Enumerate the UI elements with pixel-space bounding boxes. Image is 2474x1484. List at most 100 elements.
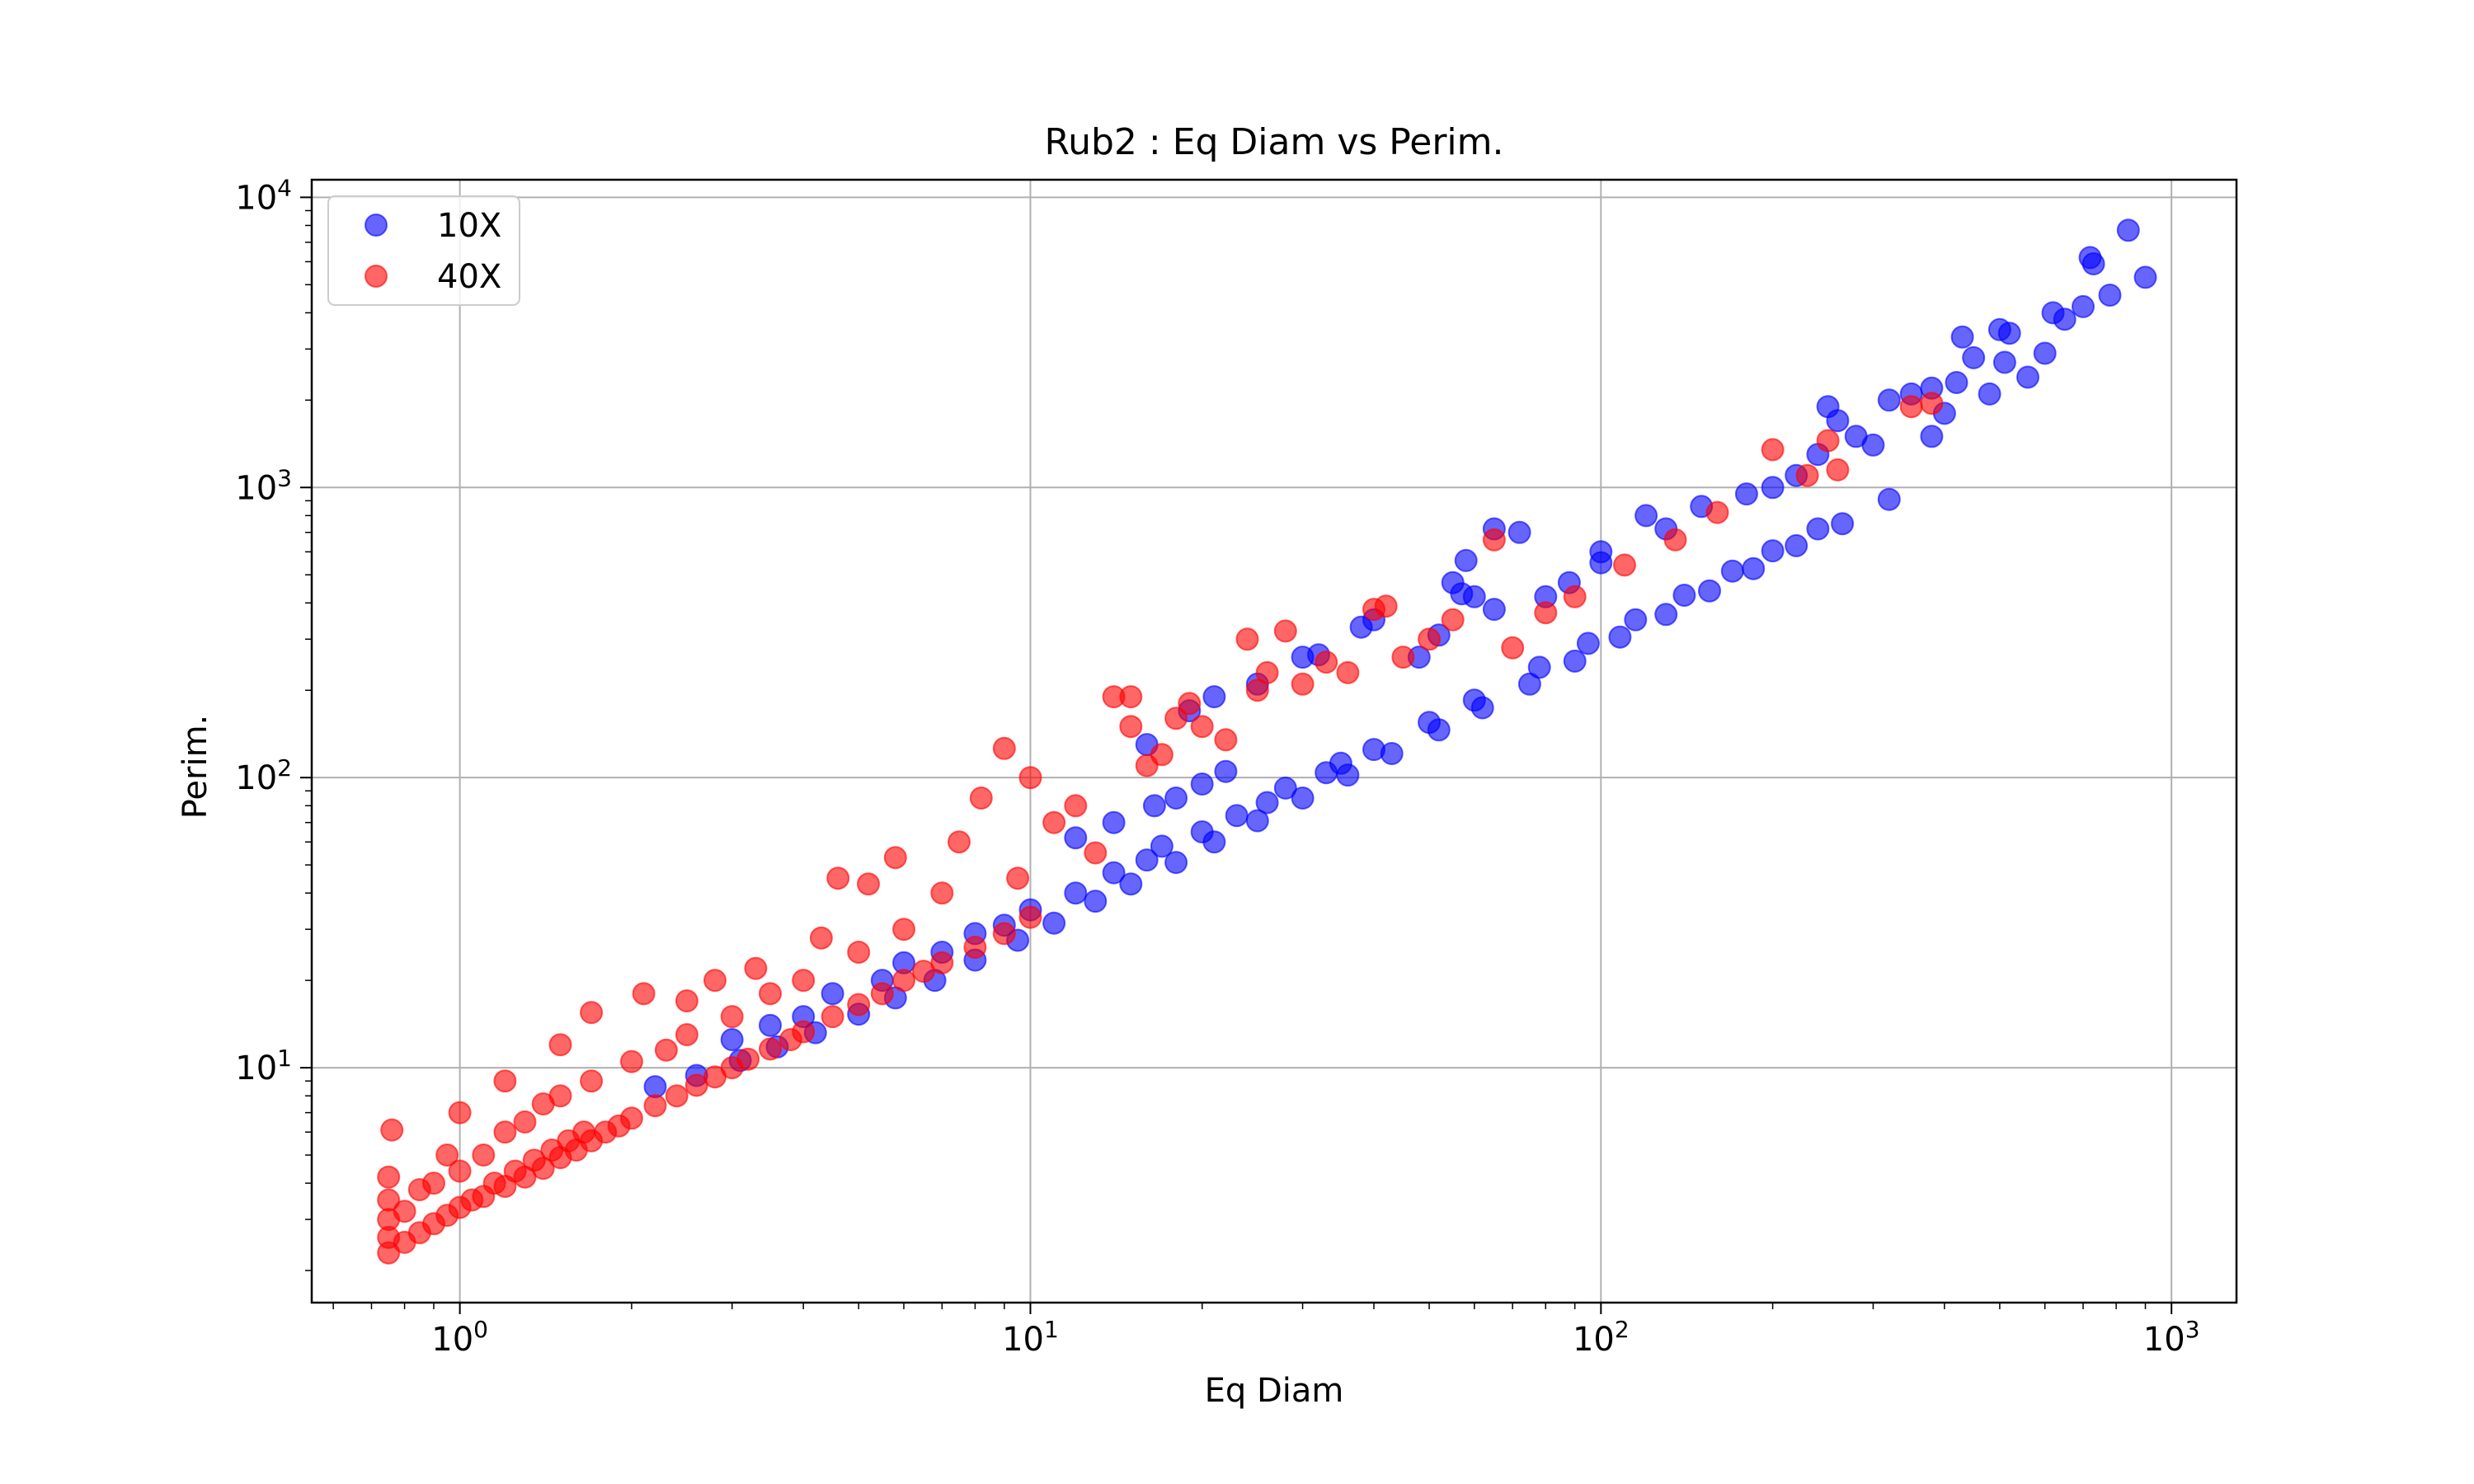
data-point-40x <box>883 846 907 870</box>
data-point-10x <box>1761 476 1785 500</box>
data-point-10x <box>2033 341 2057 365</box>
data-point-10x <box>1150 834 1174 858</box>
data-point-10x <box>2098 284 2122 307</box>
data-point-40x <box>1273 619 1297 643</box>
data-point-10x <box>1462 688 1486 712</box>
data-point-10x <box>2133 265 2157 289</box>
data-point-10x <box>1634 504 1658 528</box>
data-point-10x <box>1698 579 1721 603</box>
data-point-10x <box>1214 759 1238 783</box>
data-point-10x <box>1761 539 1785 563</box>
data-point-10x <box>1202 685 1226 709</box>
data-point-10x <box>1950 325 1974 349</box>
data-point-40x <box>826 866 850 890</box>
x-tick-label: 100 <box>431 1316 488 1359</box>
data-point-10x <box>1589 540 1613 564</box>
data-point-10x <box>1720 559 1744 583</box>
data-point-40x <box>1018 766 1042 790</box>
legend: 10X 40X <box>327 195 520 306</box>
data-point-40x <box>744 956 768 980</box>
data-point-40x <box>703 969 727 993</box>
data-point-40x <box>1255 660 1279 684</box>
data-point-10x <box>1608 625 1632 649</box>
data-point-40x <box>1291 672 1315 696</box>
data-point-40x <box>1441 608 1465 632</box>
data-point-40x <box>548 1033 572 1057</box>
data-point-10x <box>1329 751 1352 775</box>
data-point-40x <box>619 1050 643 1073</box>
data-point-40x <box>1119 715 1143 739</box>
data-point-40x <box>1899 395 1923 419</box>
data-point-40x <box>1826 458 1850 481</box>
data-point-40x <box>380 1118 404 1142</box>
axis-ticks <box>300 196 2173 1314</box>
data-point-40x <box>448 1159 472 1183</box>
data-point-10x <box>1978 382 2001 406</box>
data-point-40x <box>1064 794 1088 818</box>
data-point-40x <box>948 830 971 854</box>
data-point-40x <box>493 1069 517 1093</box>
data-point-10x <box>1563 649 1587 673</box>
data-point-40x <box>1190 715 1214 739</box>
data-point-40x <box>580 1001 604 1025</box>
data-point-40x <box>792 1020 816 1044</box>
data-point-40x <box>992 922 1016 946</box>
data-point-40x <box>1006 866 1030 890</box>
data-point-40x <box>460 1188 484 1212</box>
data-point-40x <box>870 982 894 1006</box>
data-point-40x <box>1761 438 1785 462</box>
data-points <box>377 218 2157 1265</box>
data-point-40x <box>720 1005 744 1029</box>
data-point-10x <box>1255 791 1279 815</box>
data-point-10x <box>1102 810 1126 834</box>
x-tick-label: 103 <box>2143 1316 2200 1359</box>
data-point-10x <box>1861 433 1885 457</box>
data-point-40x <box>847 941 871 964</box>
data-point-40x <box>1920 392 1944 416</box>
y-tick-label: 101 <box>235 1045 292 1087</box>
data-point-40x <box>448 1101 472 1125</box>
data-point-40x <box>1795 463 1819 487</box>
data-point-10x <box>1418 711 1442 735</box>
data-point-10x <box>1084 890 1108 913</box>
axis-tick-labels: 100 101 102 103 101 102 103 104 <box>235 174 2199 1359</box>
data-point-10x <box>1291 787 1315 810</box>
data-point-40x <box>1663 528 1687 552</box>
data-point-40x <box>1482 528 1506 552</box>
data-point-40x <box>1705 500 1729 524</box>
data-point-40x <box>1164 707 1188 730</box>
data-point-40x <box>1374 594 1398 618</box>
data-point-40x <box>632 982 656 1006</box>
data-point-10x <box>1806 517 1830 541</box>
plot-frame <box>310 178 2238 1304</box>
data-point-10x <box>1742 556 1766 580</box>
data-point-10x <box>1734 482 1758 506</box>
data-point-40x <box>1418 627 1442 651</box>
y-tick-label: 102 <box>235 754 292 797</box>
data-point-40x <box>1018 905 1042 929</box>
legend-label-40x: 40X <box>437 258 501 296</box>
data-point-10x <box>1672 584 1696 607</box>
data-point-40x <box>857 872 880 896</box>
data-point-10x <box>1064 881 1088 905</box>
legend-label-10x: 10X <box>437 207 501 245</box>
data-point-10x <box>1042 911 1066 935</box>
data-point-40x <box>619 1106 643 1130</box>
data-point-40x <box>1315 650 1338 674</box>
data-point-40x <box>377 1188 401 1212</box>
data-point-10x <box>2041 301 2065 325</box>
data-point-10x <box>2081 252 2105 275</box>
data-point-10x <box>1064 826 1088 850</box>
data-point-40x <box>992 736 1016 760</box>
data-point-40x <box>493 1120 517 1144</box>
data-point-40x <box>435 1144 459 1167</box>
legend-marker-10x <box>365 214 388 237</box>
data-point-40x <box>930 951 954 974</box>
data-point-40x <box>422 1172 445 1195</box>
data-point-40x <box>1084 841 1108 865</box>
data-point-40x <box>1391 646 1415 669</box>
data-point-40x <box>759 1037 782 1061</box>
data-point-40x <box>1816 429 1840 453</box>
data-point-10x <box>1576 632 1600 655</box>
